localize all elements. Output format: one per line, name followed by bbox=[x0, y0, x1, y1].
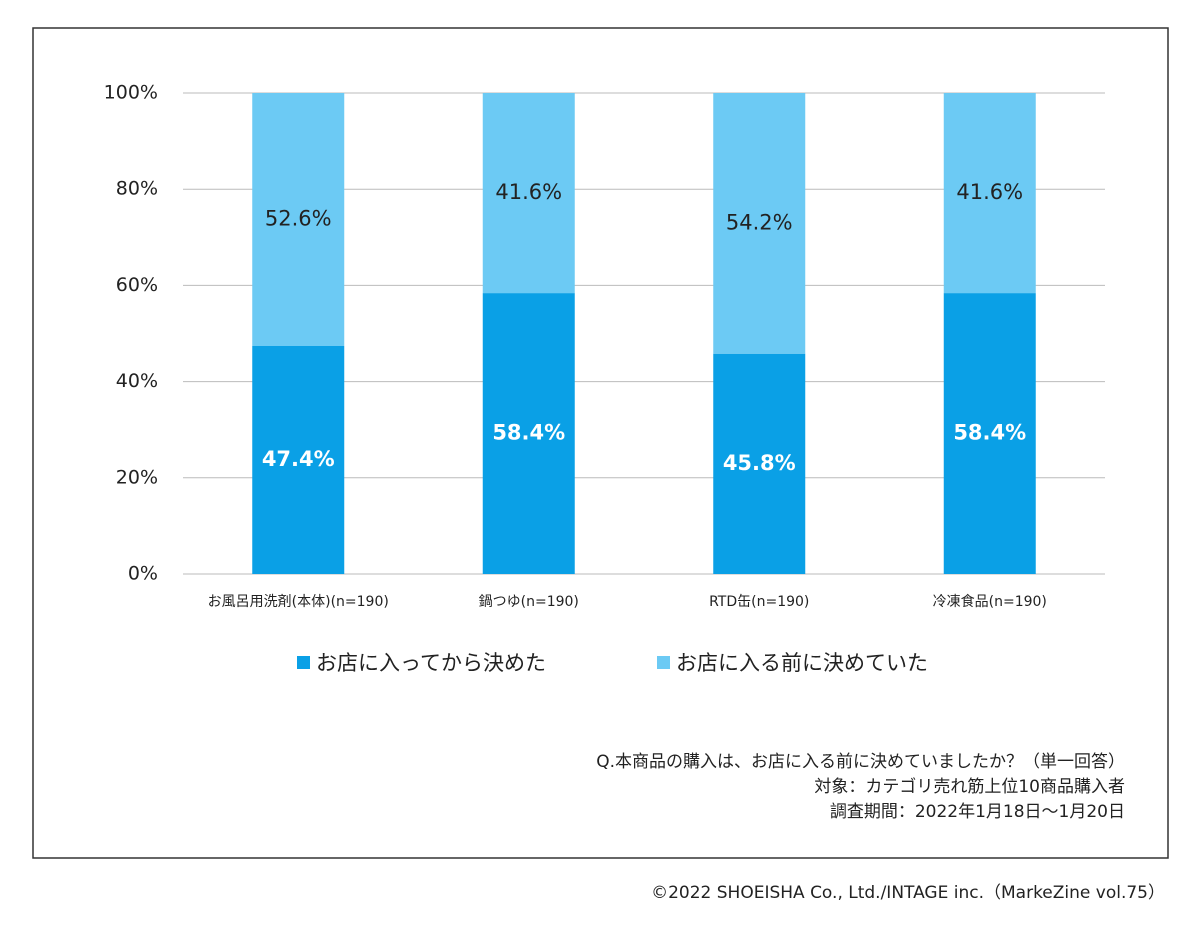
data-label: 45.8% bbox=[723, 451, 796, 475]
bar-segment bbox=[943, 293, 1036, 574]
bar-segment bbox=[713, 93, 806, 354]
legend-swatch bbox=[297, 656, 310, 669]
y-tick-label: 0% bbox=[128, 563, 158, 585]
data-label: 41.6% bbox=[956, 180, 1023, 204]
note: 対象：カテゴリ売れ筋上位10商品購入者 bbox=[814, 776, 1125, 797]
note: Q.本商品の購入は、お店に入る前に決めていましたか？（単一回答） bbox=[596, 752, 1125, 772]
data-label: 58.4% bbox=[492, 421, 565, 445]
legend-label: お店に入ってから決めた bbox=[316, 651, 546, 675]
data-label: 58.4% bbox=[953, 421, 1026, 445]
y-tick-label: 40% bbox=[116, 370, 158, 392]
x-tick-label: 鍋つゆ(n=190) bbox=[479, 594, 579, 610]
x-tick-label: 冷凍食品(n=190) bbox=[933, 593, 1047, 610]
x-tick-label: お風呂用洗剤(本体)(n=190) bbox=[208, 594, 389, 610]
y-tick-label: 80% bbox=[116, 178, 158, 200]
bar-segment bbox=[943, 93, 1036, 294]
legend-label: お店に入る前に決めていた bbox=[676, 651, 928, 675]
bar-segment bbox=[252, 93, 345, 347]
y-tick-label: 100% bbox=[104, 82, 158, 104]
data-label: 41.6% bbox=[495, 180, 562, 204]
bar-segment bbox=[713, 353, 806, 574]
bar-segment bbox=[482, 93, 575, 294]
y-tick-label: 60% bbox=[116, 274, 158, 296]
y-tick-label: 20% bbox=[116, 466, 158, 488]
legend-swatch bbox=[657, 656, 670, 669]
x-tick-label: RTD缶(n=190) bbox=[709, 594, 809, 610]
data-label: 47.4% bbox=[262, 447, 335, 471]
bar-segment bbox=[482, 293, 575, 574]
note: 調査期間：2022年1月18日～1月20日 bbox=[830, 802, 1125, 822]
credit: ©2022 SHOEISHA Co., Ltd./INTAGE inc.（Mar… bbox=[651, 883, 1165, 903]
bar-segment bbox=[252, 346, 345, 574]
data-label: 54.2% bbox=[726, 210, 793, 234]
data-label: 52.6% bbox=[265, 207, 332, 231]
